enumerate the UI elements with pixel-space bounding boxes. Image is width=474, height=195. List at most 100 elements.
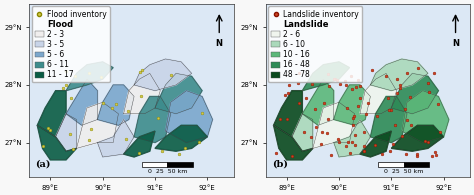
Point: [360, 149, 367, 152]
Polygon shape: [392, 73, 438, 114]
Point: [335, 138, 342, 141]
Point: [324, 73, 332, 76]
Point: [355, 104, 362, 107]
Point: [386, 149, 394, 152]
Polygon shape: [370, 97, 407, 143]
Point: [368, 68, 376, 71]
Point: [402, 153, 410, 156]
Polygon shape: [402, 91, 449, 143]
Text: N: N: [216, 39, 223, 48]
Point: [46, 128, 54, 131]
Point: [331, 77, 339, 80]
Polygon shape: [124, 131, 155, 157]
Bar: [378, 162, 403, 167]
Polygon shape: [55, 114, 76, 151]
Point: [67, 96, 74, 99]
Point: [424, 140, 432, 144]
Point: [363, 113, 370, 116]
Point: [175, 152, 183, 155]
Point: [425, 90, 432, 93]
Point: [62, 69, 70, 72]
Point: [288, 155, 295, 158]
Point: [308, 82, 316, 85]
Polygon shape: [155, 125, 207, 151]
Point: [393, 77, 401, 80]
Point: [330, 77, 337, 81]
Point: [312, 126, 319, 129]
Polygon shape: [360, 73, 397, 114]
Polygon shape: [360, 131, 392, 157]
Point: [294, 81, 302, 84]
Polygon shape: [273, 125, 313, 160]
Point: [295, 71, 302, 74]
Point: [385, 109, 393, 112]
Point: [336, 83, 344, 86]
Polygon shape: [313, 102, 355, 148]
Text: 0  25  50 km: 0 25 50 km: [147, 168, 187, 174]
Polygon shape: [37, 125, 76, 160]
Point: [434, 103, 442, 106]
Point: [137, 71, 144, 74]
Point: [155, 116, 162, 119]
Point: [285, 84, 293, 87]
Point: [348, 88, 356, 91]
Point: [431, 151, 439, 154]
Point: [347, 74, 355, 77]
Point: [407, 123, 415, 127]
Polygon shape: [66, 79, 98, 125]
Point: [181, 147, 189, 150]
Point: [295, 101, 303, 104]
Point: [99, 101, 106, 104]
Point: [431, 71, 438, 74]
Point: [346, 152, 354, 155]
Point: [327, 153, 334, 156]
Point: [199, 111, 206, 114]
Point: [401, 108, 409, 111]
Point: [319, 131, 326, 134]
Point: [273, 152, 280, 155]
Point: [311, 107, 319, 110]
Point: [344, 141, 351, 144]
Point: [168, 73, 175, 76]
Point: [397, 83, 404, 86]
Point: [72, 74, 79, 77]
Polygon shape: [134, 97, 171, 143]
Point: [281, 93, 289, 96]
Point: [66, 132, 74, 136]
Point: [413, 154, 421, 158]
Text: 0  25  50 km: 0 25 50 km: [384, 168, 423, 174]
Point: [383, 74, 390, 77]
Point: [398, 135, 406, 138]
Point: [373, 114, 381, 117]
Point: [87, 128, 95, 131]
Point: [109, 107, 116, 110]
Point: [342, 83, 349, 86]
Point: [384, 97, 392, 100]
Point: [349, 123, 357, 126]
Polygon shape: [66, 62, 113, 91]
Point: [124, 109, 132, 112]
Point: [428, 155, 436, 158]
Point: [360, 144, 368, 147]
Point: [323, 131, 330, 134]
Point: [283, 117, 291, 120]
Polygon shape: [334, 120, 370, 157]
Polygon shape: [292, 114, 313, 151]
Point: [335, 140, 342, 143]
Text: (a): (a): [36, 160, 51, 168]
Point: [360, 130, 367, 133]
Point: [372, 143, 379, 146]
Polygon shape: [98, 85, 134, 125]
Point: [137, 94, 145, 97]
Bar: [167, 162, 193, 167]
Point: [393, 91, 401, 94]
Point: [159, 150, 166, 153]
Point: [277, 118, 284, 121]
Polygon shape: [155, 73, 202, 114]
Point: [138, 69, 146, 72]
Polygon shape: [98, 120, 134, 157]
Point: [356, 84, 364, 87]
Point: [356, 97, 364, 100]
Point: [302, 96, 310, 99]
Point: [324, 117, 332, 120]
